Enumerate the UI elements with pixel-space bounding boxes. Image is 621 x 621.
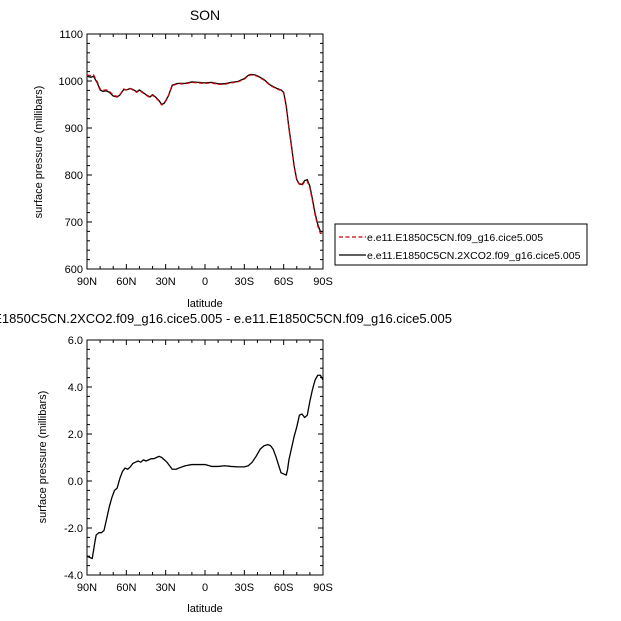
y-tick-label: 800	[65, 170, 83, 182]
x-tick-label: 30N	[156, 276, 176, 288]
series-line-0	[86, 74, 324, 235]
x-tick-label: 90N	[77, 582, 97, 594]
x-tick-label: 90S	[313, 582, 333, 594]
x-tick-label: 30N	[156, 582, 176, 594]
y-tick-label: 4.0	[68, 382, 83, 394]
legend-box	[334, 223, 588, 266]
bottom-panel-y-axis-label: surface pressure (millibars)	[37, 391, 49, 524]
y-tick-label: 0.0	[68, 476, 83, 488]
y-tick-label: 900	[65, 123, 83, 135]
x-tick-label: 60N	[116, 582, 136, 594]
legend-label-2xco2: e.e11.E1850C5CN.2XCO2.f09_g16.cice5.005	[367, 250, 581, 262]
series-line-0	[86, 374, 324, 560]
x-tick-label: 0	[202, 582, 208, 594]
bottom-panel-title: e.e11.E1850C5CN.2XCO2.f09_g16.cice5.005 …	[0, 311, 452, 326]
series-line-1	[86, 73, 324, 233]
x-tick-label: 60N	[116, 276, 136, 288]
x-tick-label: 30S	[235, 582, 255, 594]
y-tick-label: 6.0	[68, 335, 83, 347]
top-panel-x-axis-label: latitude	[187, 298, 222, 310]
top-panel-plot-area: 90N 60N 30N 0 30S 60S 90S 600 700 800 900 1000 1100	[59, 29, 333, 288]
bottom-panel-plot-area: 90N 60N 30N 0 30S 60S 90S -4.0 -2.0 0.0 2.0 4.0 6.0	[64, 335, 333, 594]
y-tick-label: -2.0	[64, 523, 83, 535]
x-tick-label: 60S	[274, 582, 294, 594]
plot-frame	[86, 339, 324, 576]
x-tick-label: 90N	[77, 276, 97, 288]
y-tick-label: -4.0	[64, 570, 83, 582]
top-panel-title: SON	[190, 7, 220, 23]
y-tick-label: 2.0	[68, 429, 83, 441]
y-tick-label: 1000	[59, 76, 83, 88]
plot-frame	[86, 33, 324, 270]
x-tick-label: 30S	[235, 276, 255, 288]
x-tick-label: 0	[202, 276, 208, 288]
bottom-panel: e.e11.E1850C5CN.2XCO2.f09_g16.cice5.005 …	[0, 311, 452, 615]
top-panel: SON 90N 60N 30N 0 30S 60S 90S 600 700 800 900 1000 1…	[33, 7, 333, 310]
x-tick-label: 60S	[274, 276, 294, 288]
legend-label-control: e.e11.E1850C5CN.f09_g16.cice5.005	[367, 232, 543, 244]
legend: e.e11.E1850C5CN.f09_g16.cice5.005 e.e11.…	[334, 223, 588, 266]
x-tick-label: 90S	[313, 276, 333, 288]
top-panel-y-axis-label: surface pressure (millibars)	[33, 86, 45, 219]
y-tick-label: 700	[65, 217, 83, 229]
bottom-panel-x-axis-label: latitude	[187, 603, 222, 615]
y-tick-label: 1100	[59, 29, 83, 41]
y-tick-label: 600	[65, 264, 83, 276]
